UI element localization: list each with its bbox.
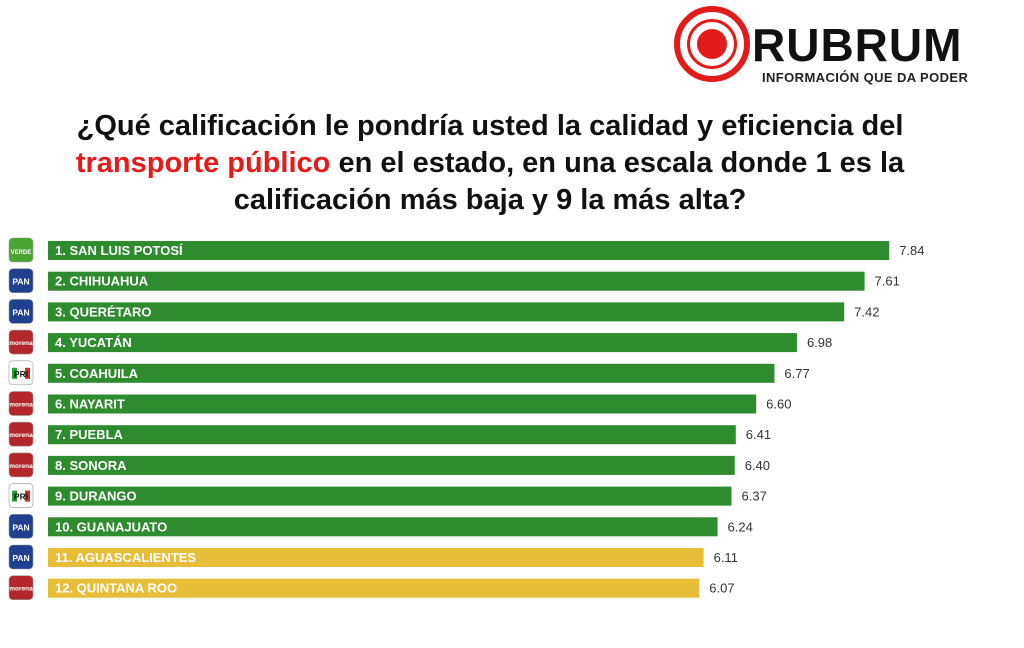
party-logo-icon: PAN: [8, 513, 34, 539]
chart-question: ¿Qué calificación le pondría usted la ca…: [20, 108, 960, 219]
party-name: PAN: [12, 522, 29, 532]
party-name: VERDE: [11, 250, 32, 256]
party-name: PRI: [14, 492, 28, 502]
party-name: morena: [9, 432, 33, 439]
bar-row: morena 8. SONORA 6.40: [8, 452, 770, 478]
rubrum-target-icon: [674, 6, 750, 82]
party-logo-icon: morena: [8, 421, 34, 447]
bar-value-label: 6.40: [745, 458, 770, 473]
bar-row: morena 12. QUINTANA ROO 6.07: [8, 575, 735, 601]
rubrum-logo: RUBRUM INFORMACIÓN QUE DA PODER: [674, 6, 1019, 96]
party-logo-icon: PAN: [8, 299, 34, 324]
party-logo-icon: PAN: [8, 268, 34, 294]
question-part-2: en el estado, en una escala donde 1 es l…: [233, 147, 905, 216]
bar-category-label: 4. YUCATÁN: [55, 335, 132, 350]
bar: [48, 517, 718, 537]
logo-wordmark: RUBRUM: [752, 19, 963, 71]
bar-row: morena 6. NAYARIT 6.60: [8, 391, 791, 416]
bar-category-label: 10. GUANAJUATO: [55, 519, 167, 534]
bar-value-label: 6.07: [709, 581, 734, 596]
bar-category-label: 8. SONORA: [55, 458, 127, 473]
party-logo-icon: VERDE: [8, 237, 34, 263]
party-name: PAN: [12, 307, 29, 317]
bar-category-label: 2. CHIHUAHUA: [55, 274, 149, 289]
bar-row: PAN 3. QUERÉTARO 7.42: [8, 299, 879, 324]
bar-category-label: 1. SAN LUIS POTOSÍ: [55, 243, 183, 258]
bar-value-label: 7.84: [899, 243, 924, 258]
bar: [48, 302, 845, 322]
bar-category-label: 6. NAYARIT: [55, 397, 125, 412]
party-logo-icon: PRI: [8, 483, 34, 508]
party-logo-icon: morena: [8, 452, 34, 478]
party-name: morena: [9, 402, 33, 409]
bar-category-label: 7. PUEBLA: [55, 427, 124, 442]
bar: [48, 486, 732, 506]
bar-chart: VERDE 1. SAN LUIS POTOSÍ 7.84 PAN 2. CHIHUAH…: [8, 237, 925, 601]
logo-tagline: INFORMACIÓN QUE DA PODER: [762, 70, 969, 85]
bar: [48, 241, 890, 260]
bar: [48, 271, 865, 291]
bar-category-label: 11. AGUASCALIENTES: [55, 550, 196, 565]
bar-row: PAN 10. GUANAJUATO 6.24: [8, 513, 753, 539]
bar-value-label: 6.77: [784, 366, 809, 381]
bar: [48, 394, 757, 414]
party-logo-icon: PAN: [8, 544, 34, 570]
party-logo-icon: morena: [8, 575, 34, 601]
bar: [48, 363, 775, 383]
bar-value-label: 7.61: [875, 274, 900, 289]
question-part-1: ¿Qué calificación le pondría usted la ca…: [76, 110, 904, 142]
party-name: PAN: [12, 277, 29, 287]
bar: [48, 548, 704, 567]
bar-row: PAN 2. CHIHUAHUA 7.61: [8, 268, 900, 294]
bar-row: VERDE 1. SAN LUIS POTOSÍ 7.84: [8, 237, 925, 263]
bar-row: PRI 5. COAHUILA 6.77: [8, 360, 810, 386]
bar-value-label: 6.11: [714, 550, 738, 565]
party-name: PAN: [12, 553, 29, 563]
bar: [48, 425, 736, 445]
bar-value-label: 6.37: [742, 489, 767, 504]
bar-value-label: 6.60: [766, 397, 791, 412]
bar-category-label: 9. DURANGO: [55, 489, 137, 504]
bar: [48, 455, 735, 475]
bar-row: PRI 9. DURANGO 6.37: [8, 483, 767, 508]
bar-row: morena 7. PUEBLA 6.41: [8, 421, 771, 447]
bar-row: PAN 11. AGUASCALIENTES 6.11: [8, 544, 738, 570]
bar-category-label: 3. QUERÉTARO: [55, 304, 152, 319]
party-name: morena: [9, 340, 33, 347]
question-highlight: transporte público: [75, 147, 331, 179]
bar: [48, 578, 700, 598]
party-name: morena: [9, 463, 33, 470]
party-logo-icon: morena: [8, 329, 34, 355]
party-name: morena: [9, 586, 33, 593]
bar-value-label: 6.24: [728, 519, 753, 534]
party-logo-icon: morena: [8, 391, 34, 416]
bar-category-label: 5. COAHUILA: [55, 366, 139, 381]
bar-value-label: 6.41: [746, 427, 771, 442]
bar: [48, 333, 797, 353]
bar-row: morena 4. YUCATÁN 6.98: [8, 329, 832, 355]
bar-value-label: 6.98: [807, 335, 832, 350]
party-logo-icon: PRI: [8, 360, 34, 386]
bar-category-label: 12. QUINTANA ROO: [55, 581, 177, 596]
bar-value-label: 7.42: [854, 304, 879, 319]
party-name: PRI: [14, 369, 28, 379]
